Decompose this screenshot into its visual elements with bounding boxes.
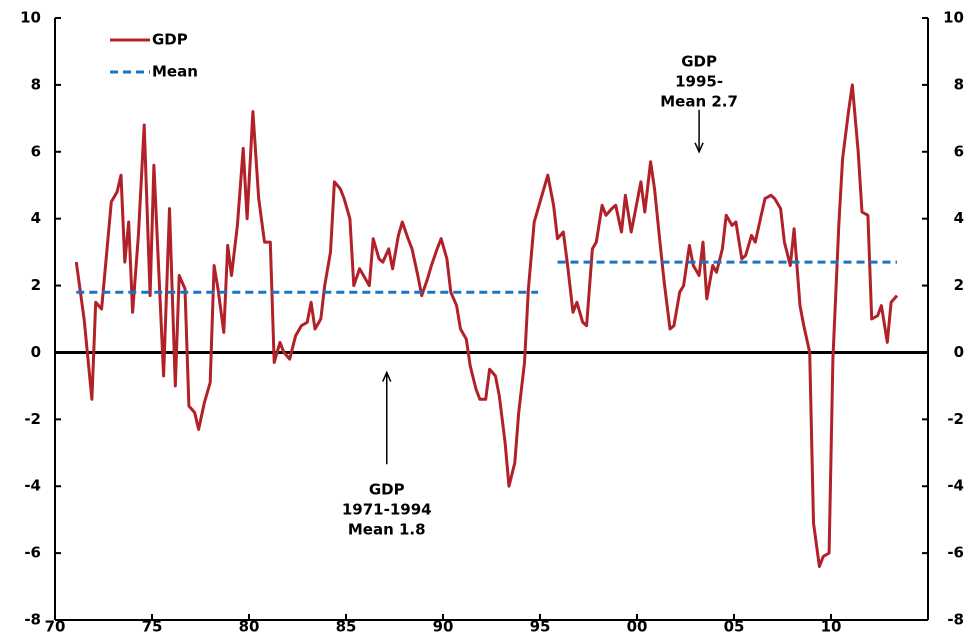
x-tick-label: 10 xyxy=(821,618,842,635)
annotation: 1995- xyxy=(675,72,723,90)
y-tick-label: 0 xyxy=(31,343,41,361)
annotation: GDP xyxy=(681,52,717,70)
y-tick-label: -2 xyxy=(24,410,41,428)
y2-tick-label: -8 xyxy=(947,611,964,629)
y-tick-label: -4 xyxy=(24,477,41,495)
annotation: Mean 2.7 xyxy=(660,92,738,110)
y-tick-label: 8 xyxy=(31,75,41,93)
gdp-line xyxy=(74,83,899,568)
y2-tick-label: 10 xyxy=(943,9,964,27)
x-tick-label: 95 xyxy=(530,618,551,635)
y2-tick-label: 6 xyxy=(954,142,964,160)
y2-tick-label: 2 xyxy=(954,276,964,294)
annotation: GDP xyxy=(369,481,405,499)
mean-line xyxy=(76,260,897,294)
x-tick-label: 00 xyxy=(627,618,648,635)
y-tick-label: -8 xyxy=(24,611,41,629)
annotation: 1971-1994 xyxy=(342,501,432,519)
y-tick-label: -6 xyxy=(24,544,41,562)
y-tick-label: 10 xyxy=(20,9,41,27)
x-tick-label: 75 xyxy=(142,618,163,635)
arrow-head xyxy=(382,370,392,382)
y2-tick-label: -4 xyxy=(947,477,964,495)
y2-tick-label: -2 xyxy=(947,410,964,428)
legend-label: GDP xyxy=(152,31,188,49)
y2-tick-label: 0 xyxy=(954,343,964,361)
x-tick-label: 05 xyxy=(724,618,745,635)
x-tick-label: 90 xyxy=(433,618,454,635)
y-tick-label: 2 xyxy=(31,276,41,294)
y2-tick-label: 8 xyxy=(954,75,964,93)
legend-label: Mean xyxy=(152,63,198,81)
x-tick-label: 80 xyxy=(239,618,260,635)
arrow-head xyxy=(694,142,704,154)
x-tick-label: 70 xyxy=(45,618,66,635)
y2-tick-label: 4 xyxy=(954,209,964,227)
y-tick-label: 6 xyxy=(31,142,41,160)
x-tick-label: 85 xyxy=(336,618,357,635)
y-tick-label: 4 xyxy=(31,209,41,227)
annotation: Mean 1.8 xyxy=(348,521,426,539)
y2-tick-label: -6 xyxy=(947,544,964,562)
